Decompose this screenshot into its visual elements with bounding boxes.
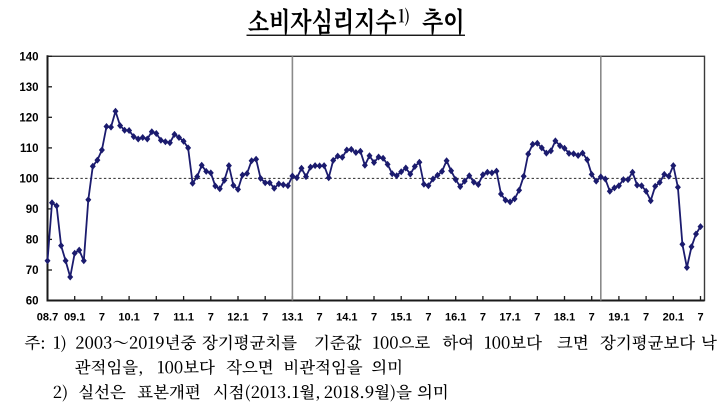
svg-text:60: 60 <box>26 296 39 308</box>
svg-text:09.1: 09.1 <box>64 312 85 324</box>
svg-text:7: 7 <box>371 312 377 324</box>
svg-text:7: 7 <box>153 312 159 324</box>
svg-text:15.1: 15.1 <box>390 312 411 324</box>
svg-text:140: 140 <box>19 52 38 64</box>
svg-text:90: 90 <box>26 204 39 216</box>
svg-text:130: 130 <box>19 82 38 94</box>
svg-text:17.1: 17.1 <box>499 312 520 324</box>
svg-text:7: 7 <box>643 312 649 324</box>
svg-text:20.1: 20.1 <box>663 312 684 324</box>
svg-text:7: 7 <box>534 312 540 324</box>
svg-text:08.7: 08.7 <box>37 312 58 324</box>
svg-text:110: 110 <box>20 143 39 155</box>
svg-text:12.1: 12.1 <box>227 312 248 324</box>
svg-text:10.1: 10.1 <box>118 312 139 324</box>
svg-text:7: 7 <box>425 312 431 324</box>
svg-text:7: 7 <box>589 312 595 324</box>
svg-text:7: 7 <box>697 312 703 324</box>
svg-text:18.1: 18.1 <box>554 312 575 324</box>
svg-text:7: 7 <box>208 312 214 324</box>
svg-text:7: 7 <box>480 312 486 324</box>
svg-text:80: 80 <box>26 235 39 247</box>
svg-text:7: 7 <box>317 312 323 324</box>
svg-text:120: 120 <box>19 113 38 125</box>
svg-text:16.1: 16.1 <box>445 312 466 324</box>
svg-text:11.1: 11.1 <box>173 312 194 324</box>
svg-text:14.1: 14.1 <box>336 312 357 324</box>
svg-text:7: 7 <box>99 312 105 324</box>
svg-text:19.1: 19.1 <box>608 312 629 324</box>
svg-text:70: 70 <box>26 265 39 277</box>
svg-text:100: 100 <box>19 174 38 186</box>
svg-text:13.1: 13.1 <box>282 312 303 324</box>
svg-text:7: 7 <box>262 312 268 324</box>
